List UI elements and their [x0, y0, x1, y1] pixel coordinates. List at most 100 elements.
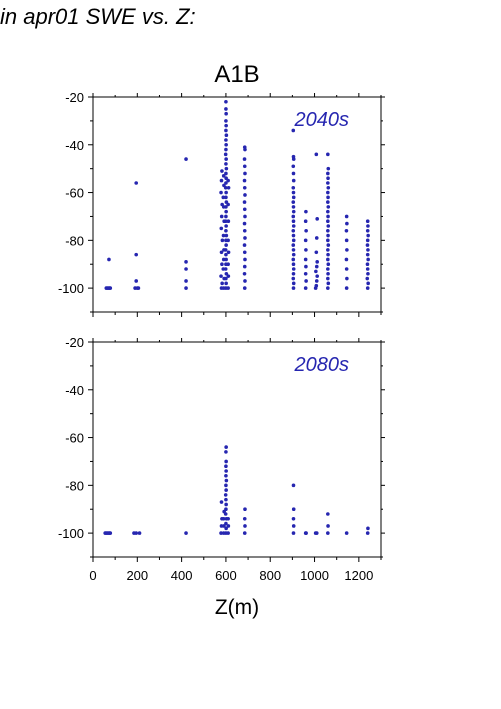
data-point — [134, 531, 138, 535]
data-point — [344, 228, 349, 233]
data-point — [221, 516, 226, 521]
data-point — [224, 497, 228, 502]
data-point — [345, 221, 349, 226]
panel-period-label: 2040s — [294, 109, 350, 131]
data-point — [326, 214, 330, 219]
data-point — [226, 262, 230, 267]
data-point — [226, 238, 230, 243]
data-point — [226, 219, 231, 224]
data-point — [291, 262, 296, 267]
data-point — [314, 283, 319, 288]
data-point — [291, 190, 296, 195]
data-point — [291, 171, 296, 176]
data-point — [224, 281, 228, 286]
data-point — [366, 526, 370, 531]
data-point — [224, 195, 228, 200]
page-heading: in apr01 SWE vs. Z: — [0, 4, 196, 29]
data-point — [219, 274, 223, 278]
data-point — [291, 214, 296, 219]
data-point — [326, 200, 330, 204]
data-point — [326, 252, 330, 257]
data-point — [242, 185, 247, 190]
data-point — [242, 145, 247, 149]
data-point — [344, 238, 349, 243]
panel-1-frame — [92, 96, 382, 313]
data-point — [365, 262, 370, 267]
data-point — [108, 286, 113, 290]
data-point — [108, 531, 113, 535]
data-point — [291, 524, 296, 528]
data-point — [366, 271, 370, 276]
x-axis-label: Z(m) — [215, 596, 259, 619]
data-point — [224, 214, 228, 219]
data-point — [224, 469, 228, 473]
data-point — [303, 219, 308, 224]
y-tick-label: -20 — [65, 335, 84, 350]
data-point — [224, 111, 228, 116]
data-point — [303, 238, 308, 243]
data-point — [220, 169, 224, 173]
data-point — [224, 276, 228, 281]
data-point — [326, 181, 330, 185]
data-point — [366, 248, 370, 252]
data-point — [291, 507, 296, 512]
data-point — [291, 483, 296, 488]
data-point — [223, 267, 228, 271]
data-point — [326, 257, 330, 262]
data-point — [224, 119, 228, 123]
data-point — [226, 178, 230, 183]
data-point — [224, 271, 229, 276]
data-point — [291, 516, 296, 521]
data-point — [314, 269, 318, 274]
y-tick-label: -100 — [58, 281, 84, 296]
data-point — [326, 152, 330, 157]
data-point — [314, 279, 319, 283]
data-point — [243, 507, 247, 512]
data-point — [222, 524, 226, 528]
data-point — [291, 185, 296, 190]
x-tick-label: 800 — [259, 568, 281, 583]
data-point — [291, 271, 296, 276]
data-point — [224, 157, 228, 161]
data-point — [345, 248, 349, 252]
data-point — [134, 252, 138, 257]
data-point — [224, 224, 228, 228]
data-point — [291, 286, 296, 290]
data-point — [344, 214, 349, 219]
data-point — [314, 152, 319, 157]
data-point — [291, 224, 296, 228]
data-point — [224, 99, 228, 104]
y-tick-label: -20 — [65, 90, 84, 105]
data-point — [242, 516, 247, 521]
data-point — [107, 257, 111, 262]
data-point — [366, 257, 370, 262]
data-point — [291, 248, 296, 252]
data-point — [344, 531, 349, 535]
data-point — [365, 219, 370, 224]
data-point — [303, 286, 308, 290]
data-point — [303, 271, 308, 276]
data-point — [242, 178, 247, 183]
data-point — [291, 154, 296, 159]
data-point — [315, 274, 319, 278]
data-point — [326, 233, 330, 238]
data-point — [242, 221, 247, 226]
data-point — [314, 250, 319, 255]
data-point — [291, 267, 296, 271]
data-point — [220, 238, 225, 243]
data-point — [291, 164, 296, 169]
data-point — [224, 252, 228, 257]
data-point — [365, 286, 370, 290]
data-point — [344, 267, 349, 271]
panel-title: A1B — [214, 61, 259, 88]
data-point — [314, 236, 319, 240]
data-point — [291, 257, 296, 262]
data-point — [366, 281, 370, 286]
data-point — [224, 171, 228, 176]
data-point — [226, 185, 231, 190]
data-point — [224, 181, 228, 185]
data-point — [326, 224, 331, 228]
data-point — [243, 279, 247, 283]
data-point — [243, 193, 247, 197]
data-point — [344, 257, 349, 262]
